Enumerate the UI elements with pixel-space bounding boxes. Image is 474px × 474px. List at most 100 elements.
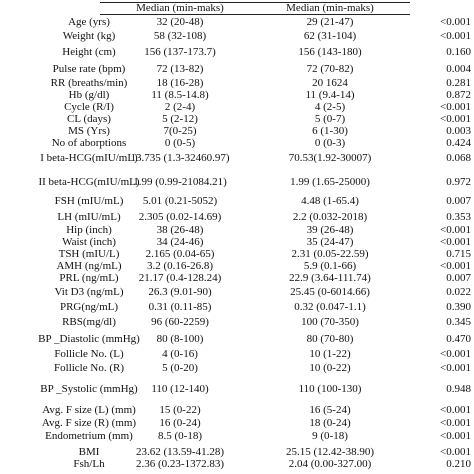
row-label: PRG(ng/mL) <box>59 301 119 313</box>
row-label: Endometrium (mm) <box>45 430 133 442</box>
group-1-value: 0 (0-5) <box>164 137 196 149</box>
group-1-value: 7(0-25) <box>163 125 197 137</box>
group-2-value: 35 (24-47) <box>306 236 354 248</box>
p-value: 0.424 <box>446 137 471 149</box>
p-value: 0.160 <box>446 46 471 58</box>
p-value: <0.001 <box>440 362 471 374</box>
group-2-value: 20 1624 <box>312 77 348 89</box>
header-rule <box>100 14 410 15</box>
group-1-value: 32 (20-48) <box>156 16 204 28</box>
p-value: <0.001 <box>440 260 471 272</box>
group-2-value: 5 (0-7) <box>314 113 346 125</box>
p-value: <0.001 <box>440 446 471 458</box>
group-2-value: 39 (26-48) <box>306 224 354 236</box>
p-value: 0.003 <box>446 125 471 137</box>
p-value: <0.001 <box>440 430 471 442</box>
group-2-value: 2.2 (0.032-2018) <box>292 211 368 223</box>
group-1-value: 5.01 (0.21-5052) <box>142 195 218 207</box>
group-2-value: 72 (70-82) <box>306 63 354 75</box>
group-2-value: 5.9 (0.1-66) <box>303 260 357 272</box>
p-value: 0.715 <box>446 248 471 260</box>
row-label: RBS(mg/dl) <box>62 316 116 328</box>
group-1-value: 58 (32-108) <box>153 30 207 42</box>
row-label: Weight (kg) <box>62 30 116 42</box>
group-2-value: 0.32 (0.047-1.1) <box>294 301 366 313</box>
row-label: CL (days) <box>67 113 111 125</box>
group-1-value: 2.165 (0.04-65) <box>145 248 215 260</box>
group-2-value: 156 (143-180) <box>298 46 362 58</box>
group-1-value: 16 (0-24) <box>159 417 201 429</box>
group-1-value: 80 (8-100) <box>156 333 204 345</box>
group-2-value: 70.53(1.92-30007) <box>288 152 372 164</box>
p-value: 0.972 <box>446 176 471 188</box>
group-1-value: 15 (0-22) <box>159 404 201 416</box>
group-1-value: 34 (24-46) <box>156 236 204 248</box>
group-2-value: 62 (31-104) <box>303 30 357 42</box>
p-value: 0.004 <box>446 63 471 75</box>
group-2-value: 1.99 (1.65-25000) <box>290 176 370 188</box>
group-1-value: 4 (0-16) <box>162 348 198 360</box>
group-2-value: 6 (1-30) <box>312 125 348 137</box>
group-2-value: 18 (0-24) <box>309 417 351 429</box>
row-label: Cycle (R/I) <box>64 101 114 113</box>
row-label: II beta-HCG(mIU/mL) <box>38 176 140 188</box>
p-value: <0.001 <box>440 404 471 416</box>
row-label: Pulse rate (bpm) <box>52 63 126 75</box>
row-label: Hb (g/dl) <box>68 89 110 101</box>
group-1-value: 26.3 (9.01-90) <box>148 286 212 298</box>
group-2-value: 4 (2-5) <box>314 101 346 113</box>
p-value: <0.001 <box>440 113 471 125</box>
row-label: BMI <box>78 446 100 458</box>
p-value: 0.210 <box>446 458 471 470</box>
group-1-value: 3.2 (0.16-26.8) <box>147 260 213 272</box>
row-label: Vit D3 (ng/mL) <box>54 286 124 298</box>
row-label: Avg. F size (L) (mm) <box>42 404 136 416</box>
p-value: 0.345 <box>446 316 471 328</box>
row-label: Fsh/Lh <box>73 458 105 470</box>
row-label: LH (mIU/mL) <box>57 211 121 223</box>
group-2-value: 100 (70-350) <box>301 316 359 328</box>
row-label: Age (yrs) <box>68 16 110 28</box>
p-value: 0.281 <box>446 77 471 89</box>
p-value: <0.001 <box>440 101 471 113</box>
p-value: <0.001 <box>440 236 471 248</box>
group-1-value: 2 (2-4) <box>164 101 196 113</box>
group-1-value: 72 (13-82) <box>156 63 204 75</box>
row-label: Height (cm) <box>62 46 116 58</box>
p-value: 0.022 <box>446 286 471 298</box>
column-header: Median (min-maks) <box>136 2 224 14</box>
group-2-value: 0 (0-3) <box>314 137 346 149</box>
p-value: 0.007 <box>446 272 471 284</box>
p-value: 0.470 <box>446 333 471 345</box>
group-1-value: 8.5 (0-18) <box>158 430 202 442</box>
group-2-value: 25.15 (12.42-38.90) <box>286 446 374 458</box>
p-value: <0.001 <box>440 417 471 429</box>
group-1-value: 1.99 (0.99-21084.21) <box>133 176 227 188</box>
column-header: Median (min-maks) <box>286 2 374 14</box>
row-label: I beta-HCG(mIU/mL) <box>40 152 138 164</box>
group-2-value: 2.04 (0.00-327.00) <box>288 458 372 470</box>
row-label: Follicle No. (L) <box>54 348 124 360</box>
row-label: BP _Diastolic (mmHg) <box>38 333 140 345</box>
row-label: Avg. F size (R) (mm) <box>41 417 137 429</box>
p-value: <0.001 <box>440 224 471 236</box>
group-2-value: 110 (100-130) <box>298 383 362 395</box>
p-value: 0.007 <box>446 195 471 207</box>
p-value: 0.390 <box>446 301 471 313</box>
p-value: 0.068 <box>446 152 471 164</box>
row-label: AMH (ng/mL) <box>56 260 122 272</box>
row-label: TSH (mIU/L) <box>58 248 120 260</box>
p-value: <0.001 <box>440 348 471 360</box>
group-2-value: 11 (9.4-14) <box>305 89 355 101</box>
group-1-value: 5 (0-20) <box>162 362 198 374</box>
group-1-value: 2.36 (0.23-1372.83) <box>136 458 224 470</box>
p-value: <0.001 <box>440 30 471 42</box>
group-2-value: 29 (21-47) <box>306 16 354 28</box>
group-2-value: 2.31 (0.05-22.59) <box>291 248 369 260</box>
group-1-value: 2.305 (0.02-14.69) <box>138 211 222 223</box>
p-value: 0.353 <box>446 211 471 223</box>
row-label: PRL (ng/mL) <box>59 272 119 284</box>
group-2-value: 4.48 (1-65.4) <box>301 195 359 207</box>
group-2-value: 9 (0-18) <box>312 430 348 442</box>
